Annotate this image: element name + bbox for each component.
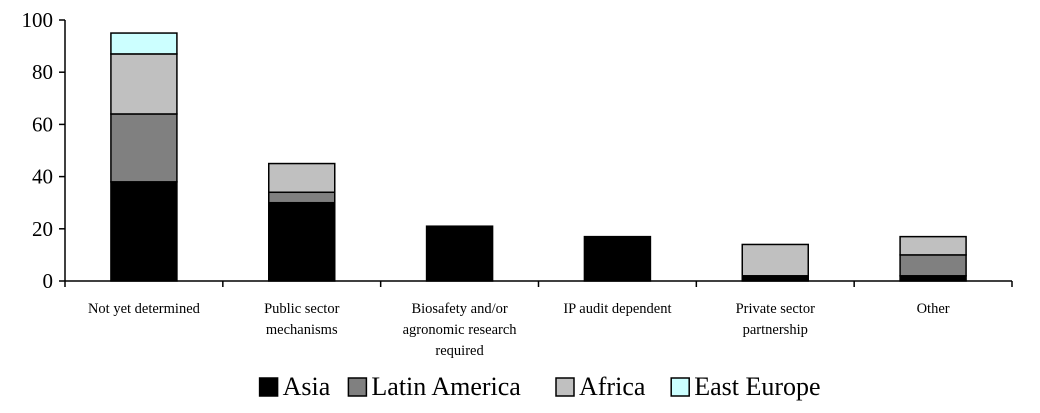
- x-category-label-line: required: [435, 343, 484, 359]
- y-tick-label: 20: [32, 217, 53, 241]
- bar-stack: [425, 225, 494, 282]
- x-axis: [64, 280, 1013, 287]
- y-tick-label: 60: [32, 112, 53, 136]
- x-category-label-line: agronomic research: [403, 322, 518, 338]
- x-category-label-line: Other: [917, 301, 950, 317]
- x-category-label: Public sector mechanisms: [264, 301, 339, 338]
- bar-segment-asia: [268, 201, 336, 282]
- bar-segment-africa: [899, 235, 967, 256]
- x-category-label-line: partnership: [743, 322, 808, 338]
- bar-stack: [899, 235, 967, 282]
- legend-label: Asia: [283, 372, 331, 401]
- x-category-label-line: Biosafety and/or: [411, 301, 507, 317]
- x-category-label: Other: [917, 301, 950, 317]
- bar-stack: [268, 162, 336, 282]
- legend-label: Latin America: [371, 372, 521, 401]
- y-axis: 0 20 40 60 80 100: [22, 8, 66, 293]
- legend-label: Africa: [579, 372, 646, 401]
- legend-item: Asia: [258, 372, 331, 401]
- bar-segment-asia: [899, 275, 967, 282]
- category-labels: Not yet determined Public sector mechanism…: [88, 301, 950, 359]
- legend-item: East Europe: [670, 372, 821, 401]
- bar-segment-east-europe: [110, 32, 178, 55]
- bar-segment-asia: [425, 225, 494, 282]
- y-tick-label: 80: [32, 60, 53, 84]
- bar-segment-africa: [268, 162, 336, 194]
- y-tick-label: 0: [43, 269, 54, 293]
- legend-swatch: [258, 377, 279, 397]
- bar-segment-latin-america: [899, 254, 967, 277]
- x-category-label-line: Not yet determined: [88, 301, 201, 317]
- legend-item: Latin America: [347, 372, 521, 401]
- bar-stack: [110, 32, 178, 282]
- x-category-label: IP audit dependent: [563, 301, 671, 317]
- bar-segment-africa: [741, 243, 809, 277]
- x-category-label-line: Private sector: [736, 301, 815, 317]
- bar-stack: [583, 235, 652, 282]
- bar-segment-asia: [583, 235, 652, 282]
- legend: Asia Latin America Africa East Europe: [258, 372, 821, 401]
- y-tick-label: 40: [32, 165, 53, 189]
- legend-label: East Europe: [694, 372, 820, 401]
- x-category-label-line: Public sector: [264, 301, 339, 317]
- x-category-label-line: IP audit dependent: [563, 301, 671, 317]
- bar-segment-asia: [110, 181, 178, 282]
- bar-segment-latin-america: [268, 191, 336, 204]
- bar-stack: [741, 243, 809, 282]
- bar-segment-africa: [110, 53, 178, 115]
- bar-segment-latin-america: [110, 113, 178, 183]
- x-category-label-line: mechanisms: [266, 322, 338, 338]
- legend-swatch: [555, 377, 575, 397]
- y-tick-label: 100: [22, 8, 54, 32]
- legend-swatch: [347, 377, 368, 397]
- x-category-label: Biosafety and/or agronomic research requir…: [403, 301, 518, 359]
- x-category-label: Private sector partnership: [736, 301, 815, 338]
- x-category-label: Not yet determined: [88, 301, 201, 317]
- bars: [110, 32, 967, 282]
- bar-segment-asia: [741, 275, 809, 282]
- legend-item: Africa: [555, 372, 646, 401]
- legend-swatch: [670, 377, 690, 397]
